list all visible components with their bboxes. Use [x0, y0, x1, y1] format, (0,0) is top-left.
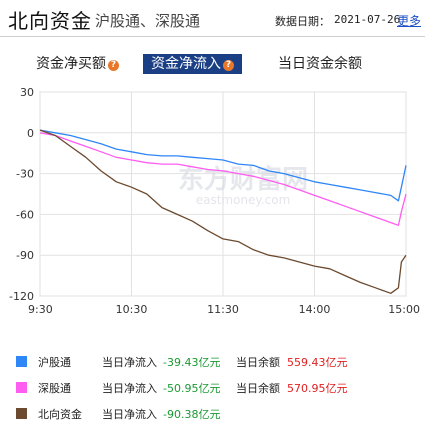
- watermark-logo-text: 东方财富网: [178, 164, 308, 195]
- widget-header: 北向资金 沪股通、深股通 数据日期： 2021-07-26 更多: [0, 0, 425, 38]
- y-tick-label: 30: [20, 86, 34, 99]
- y-tick-label: -60: [16, 208, 34, 221]
- inflow-label: 当日净流入: [102, 382, 157, 395]
- inflow-label: 当日净流入: [102, 356, 157, 369]
- help-icon[interactable]: ?: [108, 60, 119, 71]
- legend-swatch: [16, 356, 27, 367]
- legend-swatch: [16, 382, 27, 393]
- inflow-value: -39.43亿元: [163, 356, 221, 369]
- x-tick-label: 15:00: [388, 303, 420, 316]
- more-link[interactable]: 更多: [397, 14, 422, 28]
- y-tick-label: -30: [16, 168, 34, 181]
- tab-daily-balance-label: 当日资金余额: [278, 56, 362, 72]
- inflow-label: 当日净流入: [102, 408, 157, 421]
- legend-series-name: 北向资金: [38, 408, 82, 421]
- series-line-shenzhen: [39, 132, 407, 226]
- balance-label: 当日余额: [236, 382, 280, 395]
- data-date-label: 数据日期：: [275, 15, 330, 28]
- widget-title: 北向资金: [8, 9, 92, 33]
- tab-net-inflow-label: 资金净流入: [151, 56, 221, 72]
- x-tick-label: 9:30: [28, 303, 53, 316]
- widget-subtitle: 沪股通、深股通: [95, 12, 201, 30]
- series-line-northbound: [39, 129, 407, 294]
- series-line-shanghai: [39, 129, 407, 202]
- legend-row-northbound: 北向资金 当日净流入 -90.38亿元: [0, 404, 425, 424]
- data-date-value: 2021-07-26: [334, 13, 401, 26]
- legend-swatch: [16, 408, 27, 419]
- y-tick-label: -120: [9, 290, 34, 303]
- y-tick-label: 0: [27, 127, 34, 140]
- tab-net-inflow[interactable]: 资金净流入?: [143, 54, 242, 74]
- chart-legend: 沪股通 当日净流入 -39.43亿元 当日余额 559.43亿元 深股通 当日净…: [0, 340, 425, 428]
- tab-net-buy[interactable]: 资金净买额?: [36, 54, 119, 74]
- balance-value: 570.95亿元: [287, 382, 348, 395]
- tab-bar: 资金净买额? 资金净流入? 当日资金余额: [0, 54, 425, 74]
- legend-series-name: 深股通: [38, 382, 71, 395]
- tab-daily-balance[interactable]: 当日资金余额: [278, 54, 362, 74]
- help-icon[interactable]: ?: [223, 60, 234, 71]
- inflow-value: -50.95亿元: [163, 382, 221, 395]
- watermark-logo-subtext: eastmoney.com: [196, 193, 291, 207]
- legend-series-name: 沪股通: [38, 356, 71, 369]
- tab-net-buy-label: 资金净买额: [36, 56, 106, 72]
- y-tick-label: -90: [16, 249, 34, 262]
- x-tick-label: 14:00: [299, 303, 331, 316]
- legend-row-shenzhen: 深股通 当日净流入 -50.95亿元 当日余额 570.95亿元: [0, 378, 425, 398]
- inflow-value: -90.38亿元: [163, 408, 221, 421]
- balance-label: 当日余额: [236, 356, 280, 369]
- header-divider: [0, 36, 425, 37]
- x-tick-label: 11:30: [207, 303, 239, 316]
- balance-value: 559.43亿元: [287, 356, 348, 369]
- legend-row-shanghai: 沪股通 当日净流入 -39.43亿元 当日余额 559.43亿元: [0, 352, 425, 372]
- x-tick-label: 10:30: [116, 303, 148, 316]
